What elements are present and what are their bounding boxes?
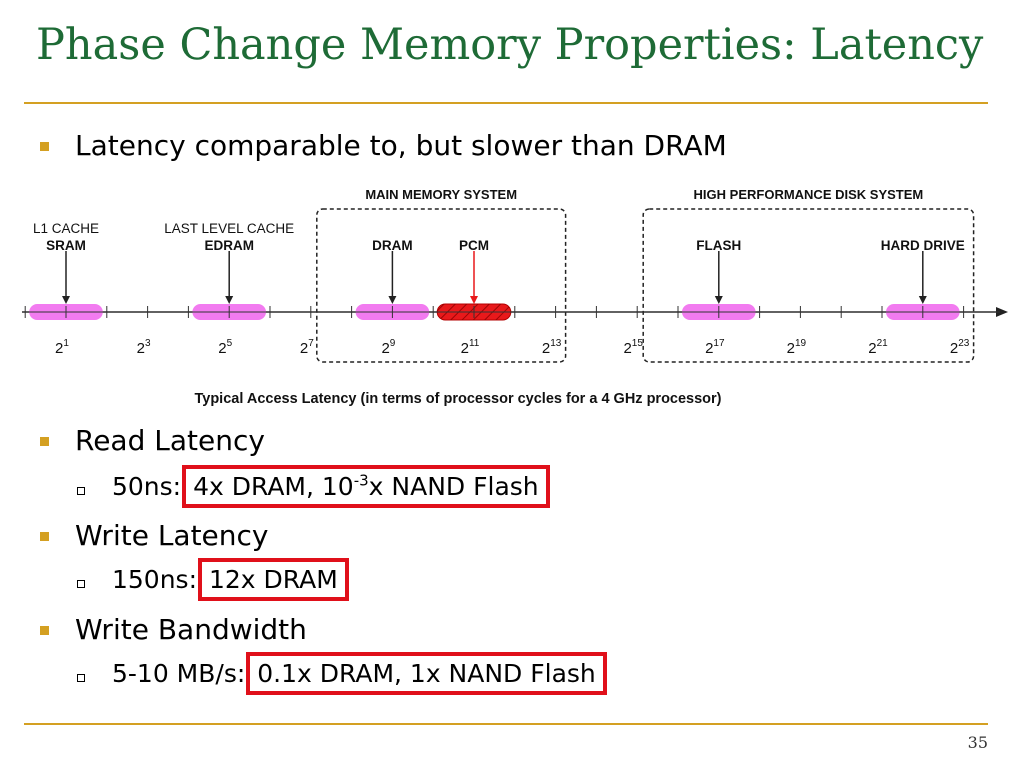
group-box-0 [316, 208, 567, 363]
range-label-0: SRAM [46, 238, 86, 253]
hollow-square-bullet-icon [77, 580, 85, 588]
range-label-1: EDRAM [204, 238, 254, 253]
tick-label: 217 [705, 338, 725, 357]
pointer-arrow-icon [388, 296, 397, 304]
tick-label: 221 [868, 338, 888, 357]
bullet-text: Read Latency [75, 424, 265, 457]
tick-label: 27 [300, 338, 314, 357]
axis-arrow-icon [996, 307, 1008, 317]
tick-label: 215 [623, 338, 643, 357]
bullet-text: Write Bandwidth [75, 613, 307, 646]
range-label-3: PCM [459, 238, 489, 253]
group-box-1 [642, 208, 975, 363]
pointer-arrow-icon [62, 296, 70, 304]
bullet-text: Write Latency [75, 519, 269, 552]
write-bandwidth-value: 5-10 MB/s: [112, 659, 246, 688]
hollow-square-bullet-icon [77, 674, 85, 682]
range-label-4: FLASH [696, 238, 741, 253]
range-label-5: HARD DRIVE [881, 238, 965, 253]
square-bullet-icon [40, 437, 49, 446]
write-latency-value: 150ns: [112, 565, 198, 594]
tick-label: 213 [542, 338, 562, 357]
read-latency-value: 50ns: [112, 472, 182, 501]
range-label-top-0: L1 CACHE [33, 221, 99, 236]
hollow-square-bullet-icon [77, 487, 85, 495]
tick-label: 25 [218, 338, 232, 357]
footer-rule [24, 723, 988, 725]
tick-label: 29 [381, 338, 395, 357]
square-bullet-icon [40, 626, 49, 635]
tick-label: 211 [461, 338, 480, 357]
square-bullet-icon [40, 142, 49, 151]
bullet-text: Latency comparable to, but slower than D… [75, 129, 727, 162]
slide-title: Phase Change Memory Properties: Latency [36, 20, 984, 70]
latency-diagram: MAIN MEMORY SYSTEM HIGH PERFORMANCE DISK … [22, 187, 1008, 407]
pointer-arrow-icon [470, 296, 478, 304]
pointer-arrow-icon [918, 296, 927, 304]
range-label-top-1: LAST LEVEL CACHE [164, 221, 294, 236]
diagram-caption: Typical Access Latency (in terms of proc… [194, 391, 721, 407]
read-latency-comparison: 4x DRAM, 10 [193, 472, 354, 501]
pointer-arrow-icon [714, 296, 723, 304]
read-latency-exponent: -3 [353, 471, 369, 490]
write-bandwidth-comparison: 0.1x DRAM, 1x NAND Flash [246, 652, 607, 695]
tick-label: 219 [787, 338, 807, 357]
pointer-arrow-icon [225, 296, 234, 304]
group-label-0: MAIN MEMORY SYSTEM [365, 187, 517, 202]
page-number: 35 [967, 733, 988, 752]
square-bullet-icon [40, 532, 49, 541]
tick-label: 223 [950, 338, 970, 357]
write-latency-comparison: 12x DRAM [197, 558, 349, 601]
range-label-2: DRAM [372, 238, 413, 253]
tick-label: 23 [137, 338, 151, 357]
tick-label: 21 [55, 338, 69, 357]
read-latency-comparison-box: 4x DRAM, 10-3x NAND Flash [182, 465, 550, 508]
title-rule [24, 102, 988, 104]
group-label-1: HIGH PERFORMANCE DISK SYSTEM [694, 187, 924, 202]
read-latency-comparison-tail: x NAND Flash [368, 472, 539, 501]
